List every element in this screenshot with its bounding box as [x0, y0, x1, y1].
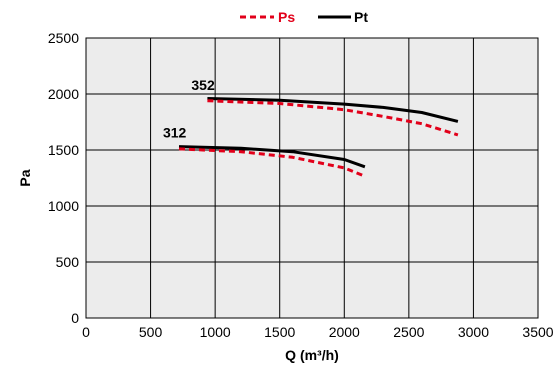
- legend-pt-label: Pt: [354, 9, 368, 25]
- plot-background: [86, 38, 538, 318]
- legend-ps-label: Ps: [278, 9, 295, 25]
- y-tick-label: 0: [71, 310, 79, 326]
- series-line-ps-312: [178, 147, 366, 178]
- x-axis-label: Q (m³/h): [285, 347, 339, 363]
- series-layer: [178, 97, 459, 178]
- y-tick-label: 2500: [48, 30, 79, 46]
- y-tick-label: 1000: [48, 198, 79, 214]
- grid: [86, 38, 538, 318]
- plot-frame: [85, 37, 539, 319]
- curve-label-352: 352: [191, 77, 215, 93]
- series-line-pt-312: [178, 145, 366, 169]
- x-tick-label: 2000: [329, 324, 360, 340]
- x-tick-label: 1000: [200, 324, 231, 340]
- series-line-pt-352: [207, 97, 459, 123]
- x-tick-label: 500: [139, 324, 163, 340]
- y-axis-label: Pa: [17, 169, 33, 186]
- x-tick-label: 0: [82, 324, 90, 340]
- y-tick-labels: 0 500 1000 1500 2000 2500: [48, 30, 79, 326]
- legend: Ps Pt: [240, 9, 368, 25]
- curve-label-312: 312: [163, 125, 187, 141]
- series-line-ps-352: [207, 99, 459, 137]
- curve-annotations: 352 312: [163, 77, 215, 141]
- y-tick-label: 500: [56, 254, 80, 270]
- y-tick-label: 2000: [48, 86, 79, 102]
- x-tick-label: 1500: [264, 324, 295, 340]
- x-tick-label: 3000: [458, 324, 489, 340]
- y-tick-label: 1500: [48, 142, 79, 158]
- x-tick-label: 2500: [393, 324, 424, 340]
- x-tick-labels: 0 500 1000 1500 2000 2500 3000 3500: [82, 324, 554, 340]
- x-tick-label: 3500: [522, 324, 553, 340]
